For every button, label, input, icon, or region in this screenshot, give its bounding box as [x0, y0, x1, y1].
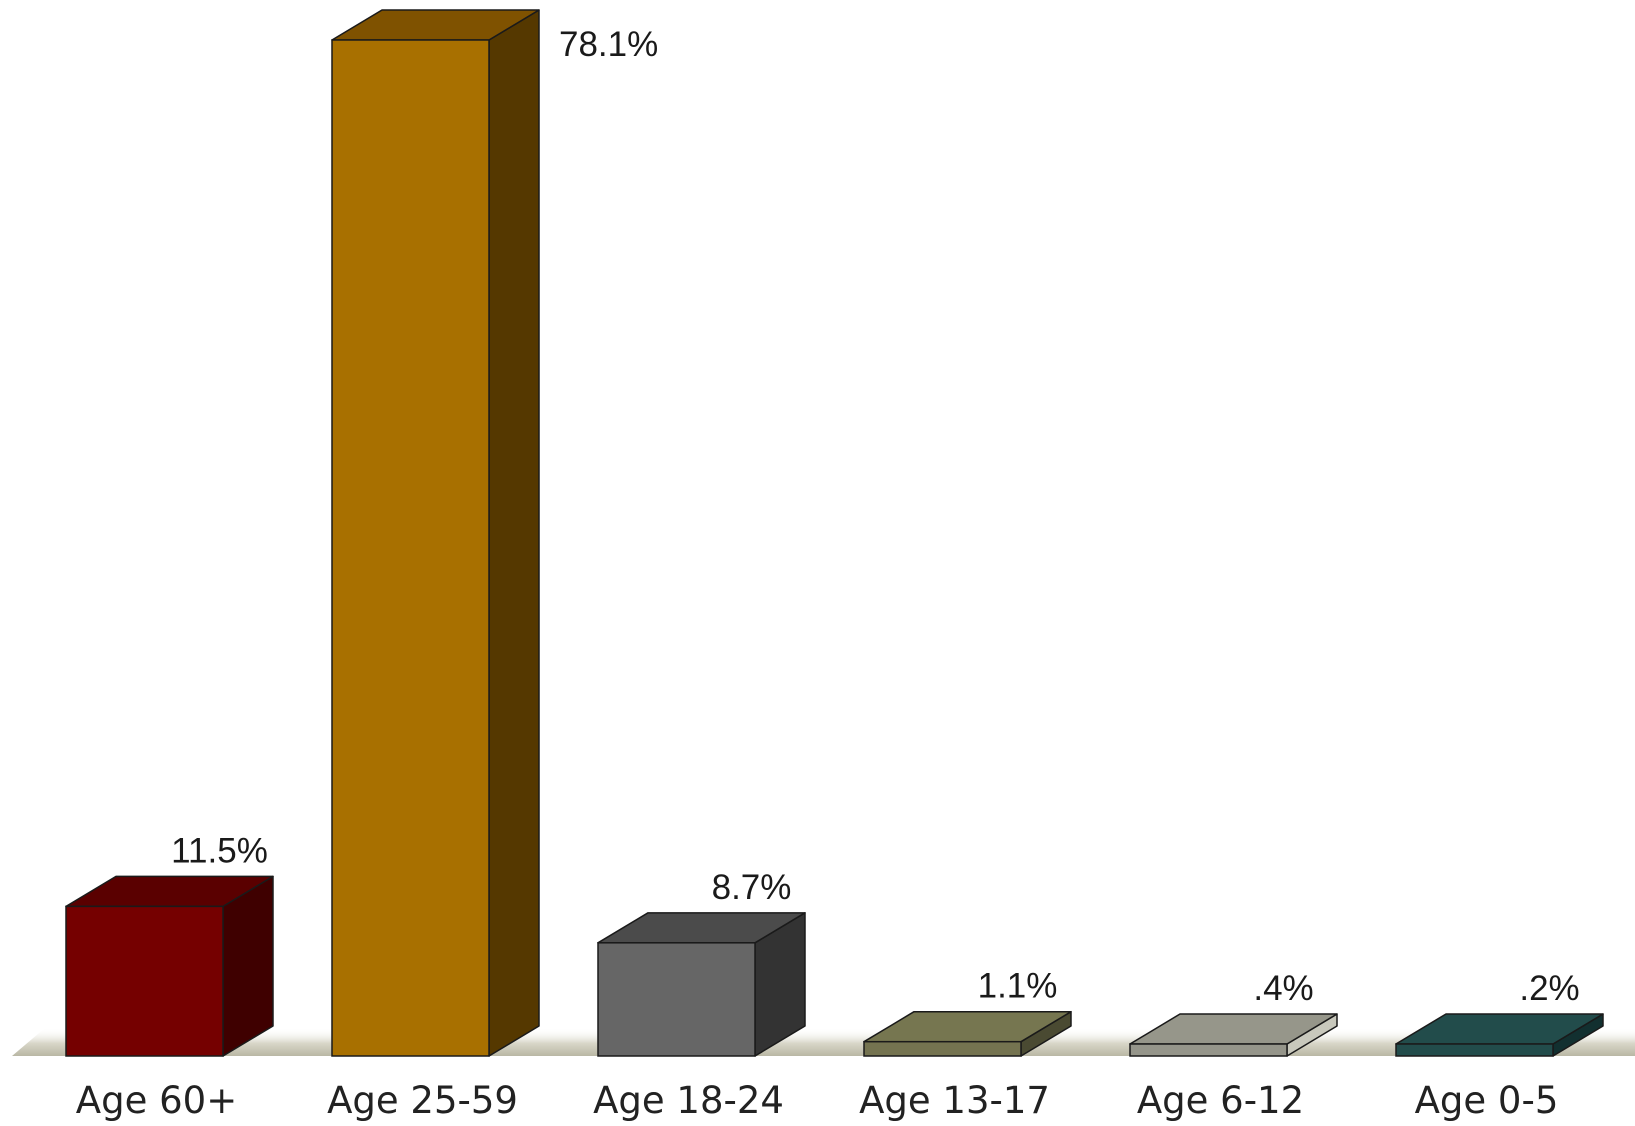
bars-layer	[65, 9, 1604, 1057]
category-label-age-18-24: Age 18-24	[593, 1079, 784, 1122]
bar-age-25-59	[331, 9, 540, 1057]
bar-age-60-	[65, 875, 274, 1057]
bar-age-18-24	[597, 912, 806, 1057]
bar-age-6-12	[1129, 1013, 1338, 1057]
labels-layer: 11.5% Age 60+ 78.1% Age 25-59 8.7% Age 18-24 1…	[76, 25, 1580, 1122]
value-label-age-0-5: .2%	[1519, 969, 1579, 1008]
bar-age-0-5	[1395, 1013, 1604, 1057]
category-label-age-60-: Age 60+	[76, 1079, 237, 1122]
bar-front-age-60-	[65, 905, 224, 1057]
category-label-age-0-5: Age 0-5	[1415, 1079, 1559, 1122]
bar-side-age-60-	[222, 875, 274, 1057]
bar-side-age-25-59	[488, 9, 540, 1057]
category-label-age-13-17: Age 13-17	[859, 1079, 1050, 1122]
value-label-age-6-12: .4%	[1253, 969, 1313, 1008]
bar-front-age-25-59	[331, 39, 490, 1057]
value-label-age-13-17: 1.1%	[978, 967, 1058, 1006]
value-label-age-25-59: 78.1%	[559, 25, 658, 64]
bar-front-age-18-24	[597, 942, 756, 1057]
bar-age-13-17	[863, 1010, 1072, 1057]
value-label-age-18-24: 8.7%	[712, 868, 792, 907]
bar-front-age-6-12	[1129, 1043, 1288, 1057]
category-label-age-25-59: Age 25-59	[327, 1079, 518, 1122]
value-label-age-60-: 11.5%	[171, 831, 268, 870]
bar-front-age-13-17	[863, 1040, 1022, 1057]
bar-front-age-0-5	[1395, 1043, 1554, 1057]
category-label-age-6-12: Age 6-12	[1137, 1079, 1304, 1122]
